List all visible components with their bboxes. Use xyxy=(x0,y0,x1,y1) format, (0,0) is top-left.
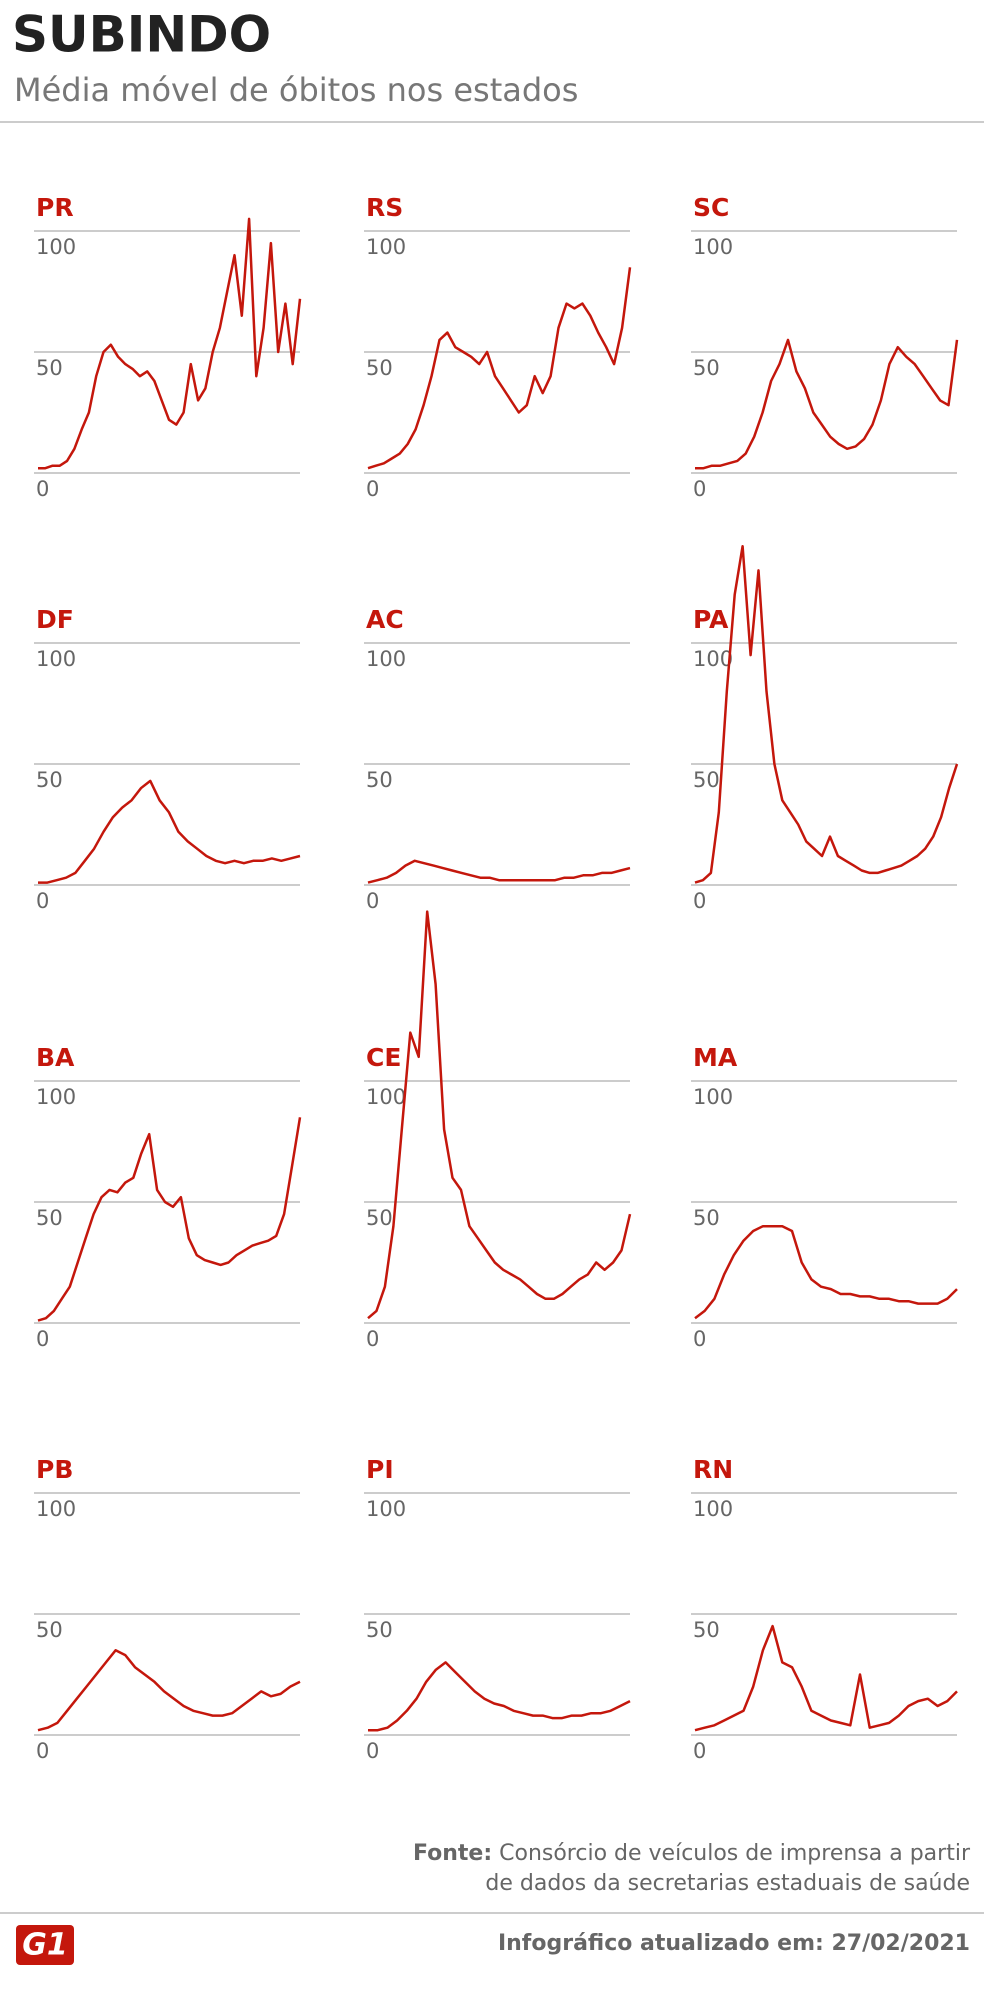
panel-title: RS xyxy=(366,193,403,222)
y-tick-label: 0 xyxy=(366,889,379,913)
y-tick-label: 50 xyxy=(366,356,393,380)
y-tick-label: 0 xyxy=(693,1327,706,1351)
footer: Infográfico atualizado em: 27/02/2021 xyxy=(498,1931,970,1956)
panel-title: PI xyxy=(366,1455,394,1484)
y-tick-label: 50 xyxy=(36,356,63,380)
y-tick-label: 50 xyxy=(693,768,720,792)
data-line xyxy=(694,1624,958,1732)
panel-title: CE xyxy=(366,1043,401,1072)
subtitle: Média móvel de óbitos nos estados xyxy=(14,71,578,109)
y-tick-label: 50 xyxy=(36,768,63,792)
y-tick-label: 50 xyxy=(36,1206,63,1230)
data-line xyxy=(694,544,959,884)
title: SUBINDO xyxy=(12,6,271,64)
panel-title: DF xyxy=(36,605,74,634)
panel-title: PB xyxy=(36,1455,73,1484)
charts: PR 0 50 100 RS 0 50 100 SC 0 50 100 DF 0 50 100 AC 0 50 100… xyxy=(34,193,959,1763)
logo: G1 xyxy=(22,1928,68,1963)
data-line xyxy=(38,217,302,470)
y-tick-label: 50 xyxy=(693,356,720,380)
y-tick-label: 100 xyxy=(36,1497,76,1521)
panel-title: PR xyxy=(36,193,74,222)
source-label: Fonte: xyxy=(413,1841,492,1866)
data-line xyxy=(37,1649,301,1732)
y-tick-label: 0 xyxy=(366,1739,379,1763)
y-tick-label: 0 xyxy=(693,1739,706,1763)
y-tick-label: 0 xyxy=(366,477,379,501)
y-tick-label: 100 xyxy=(366,1497,406,1521)
panel-title: MA xyxy=(693,1043,738,1072)
y-tick-label: 0 xyxy=(693,477,706,501)
y-tick-label: 0 xyxy=(36,1327,49,1351)
y-tick-label: 100 xyxy=(36,647,76,671)
y-tick-label: 50 xyxy=(693,1206,720,1230)
panel-title: RN xyxy=(693,1455,733,1484)
panel-title: AC xyxy=(366,605,404,634)
data-line xyxy=(37,1117,302,1322)
y-tick-label: 100 xyxy=(36,235,76,259)
data-line xyxy=(367,267,632,470)
panel-title: SC xyxy=(693,193,729,222)
y-tick-label: 50 xyxy=(366,1618,393,1642)
y-tick-label: 0 xyxy=(36,889,49,913)
y-tick-label: 100 xyxy=(366,647,406,671)
data-line xyxy=(38,779,301,884)
y-tick-label: 0 xyxy=(366,1327,379,1351)
y-tick-label: 100 xyxy=(693,1497,733,1521)
y-tick-label: 100 xyxy=(36,1085,76,1109)
y-tick-label: 0 xyxy=(36,1739,49,1763)
panel-title: BA xyxy=(36,1043,75,1072)
y-tick-label: 100 xyxy=(693,235,733,259)
y-tick-label: 0 xyxy=(36,477,49,501)
y-tick-label: 100 xyxy=(366,235,406,259)
y-tick-label: 50 xyxy=(366,1206,393,1230)
data-line xyxy=(695,338,959,470)
y-tick-label: 100 xyxy=(693,647,733,671)
source-text: Consórcio de veículos de imprensa a part… xyxy=(499,1841,971,1866)
y-tick-label: 50 xyxy=(366,768,393,792)
data-line xyxy=(367,910,632,1320)
source-text: de dados da secretarias estaduais de saú… xyxy=(485,1871,970,1896)
y-tick-label: 100 xyxy=(366,1085,406,1109)
y-tick-label: 0 xyxy=(693,889,706,913)
y-tick-label: 50 xyxy=(693,1618,720,1642)
panel-title: PA xyxy=(693,605,729,634)
data-line xyxy=(367,859,631,884)
data-line xyxy=(368,1661,631,1732)
y-tick-label: 50 xyxy=(36,1618,63,1642)
logo-box xyxy=(16,1925,74,1965)
y-tick-label: 100 xyxy=(693,1085,733,1109)
source-line: Fonte: Consórcio de veículos de imprensa… xyxy=(413,1841,971,1866)
data-line xyxy=(694,1224,958,1320)
